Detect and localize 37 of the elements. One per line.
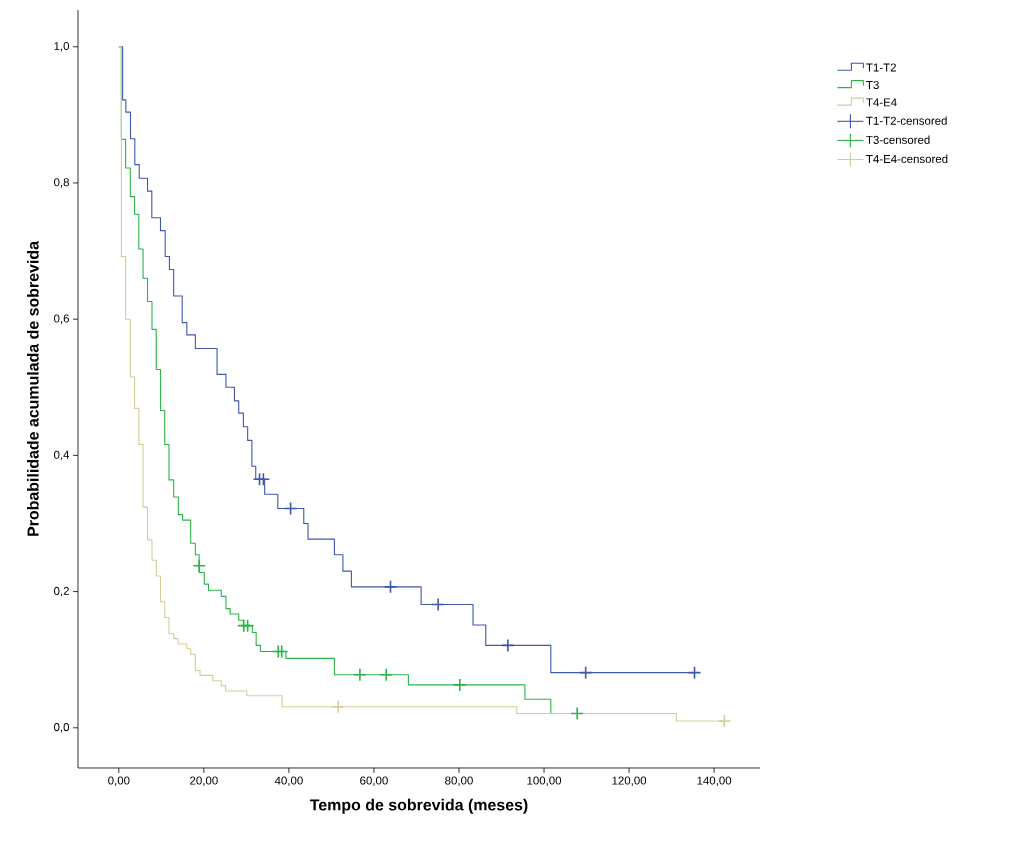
legend-label: T1-T2-censored [866,116,947,125]
y-axis-title: Probabilidade acumulada de sobrevida [27,240,39,536]
y-tick-label: 0,4 [54,450,70,461]
point [192,558,206,573]
point [453,678,467,692]
legend-label: T4-E4-censored [866,154,948,164]
x-axis-title: Tempo de sobrevida (meses) [309,798,528,814]
legend-label: T1-T2 [866,63,896,72]
y-tick-label: 1,0 [54,42,70,52]
point [570,706,584,721]
legend-label: T4-E4 [866,98,897,107]
legend-label: T3-censored [866,135,930,144]
legend-label: T3 [866,80,879,90]
point [501,638,515,653]
point [717,714,732,728]
x-tick-label: 40,00 [274,776,303,786]
x-tick-label: 120,00 [612,776,647,786]
point [578,665,593,680]
x-tick-label: 140,00 [697,776,732,786]
point [256,472,271,487]
x-tick-label: 20,00 [190,776,218,786]
y-tick-label: 0,6 [54,314,69,324]
point [379,667,394,682]
x-tick-label: 100,00 [527,776,562,786]
point [283,501,298,516]
y-tick-label: 0,2 [54,586,69,597]
point [240,618,255,633]
point [383,580,398,594]
y-tick-label: 0,8 [54,178,69,188]
point [331,699,346,714]
x-tick-label: 60,00 [360,776,388,786]
point [431,597,445,612]
x-tick-label: 0,00 [108,776,130,786]
point [687,665,702,680]
x-tick-label: 80,00 [445,776,473,786]
point [353,667,367,682]
y-tick-label: 0,0 [54,723,70,733]
